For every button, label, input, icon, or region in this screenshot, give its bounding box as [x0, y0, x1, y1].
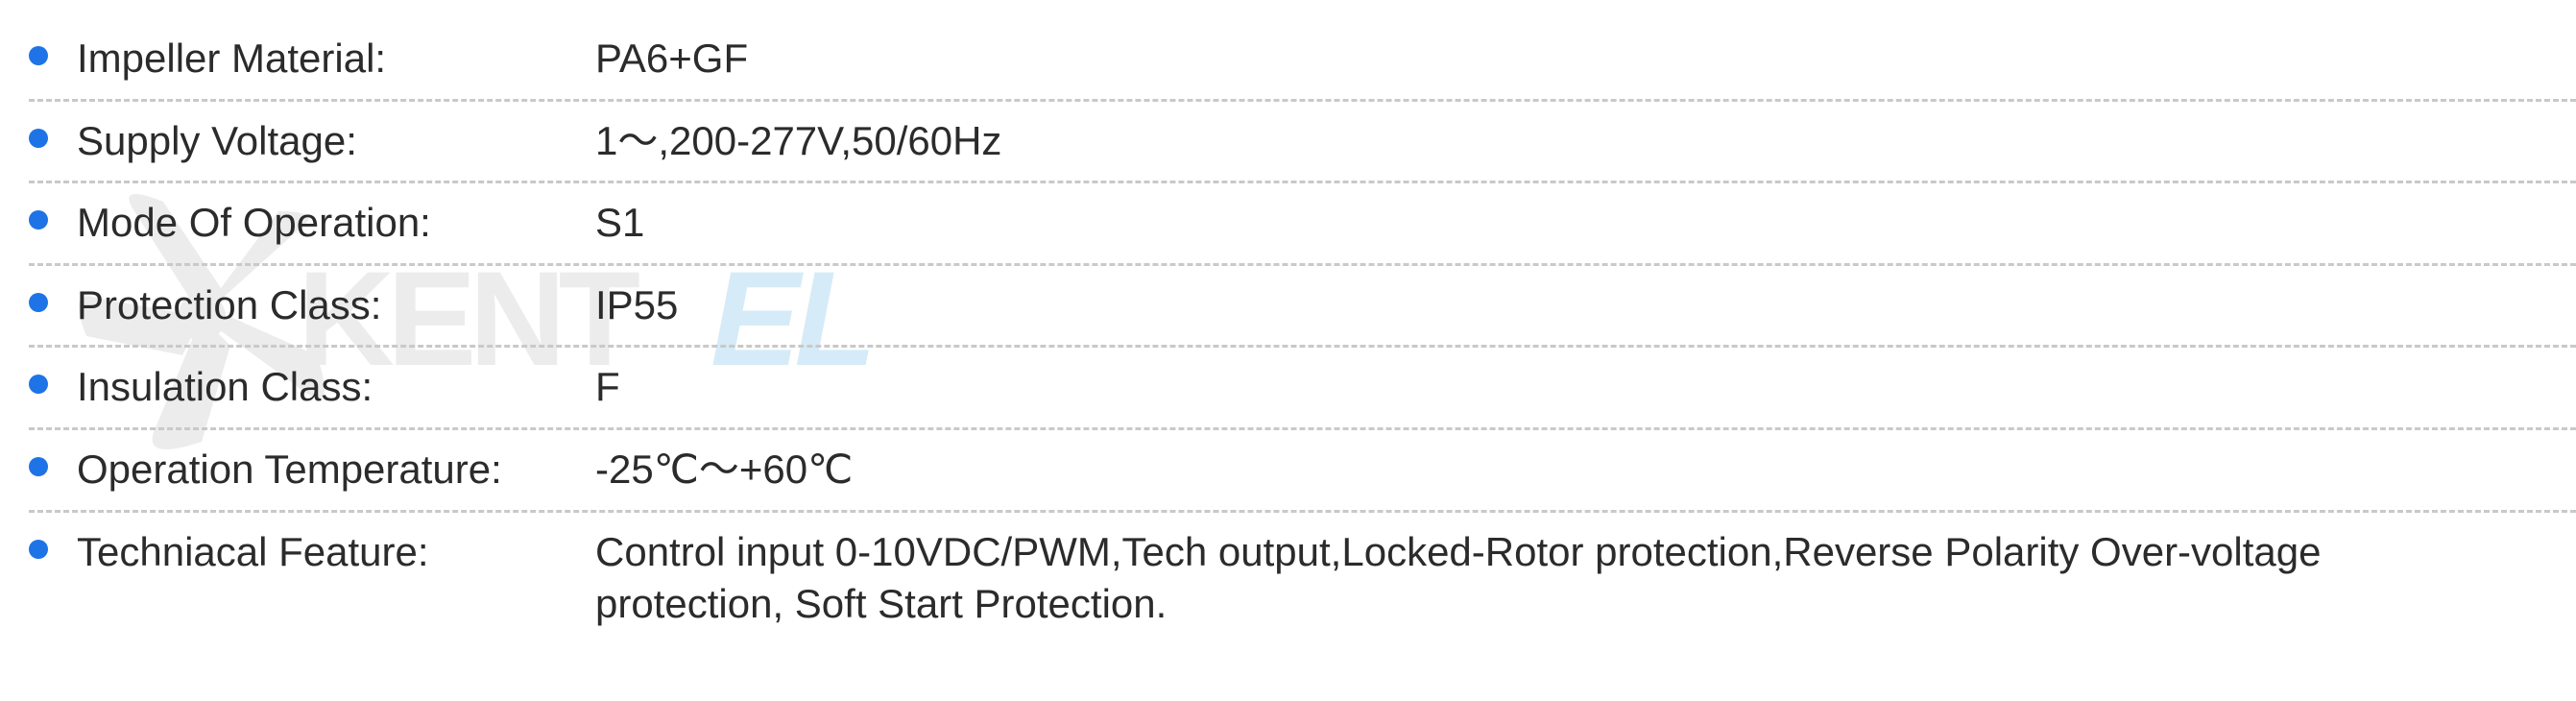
- bullet-icon: [29, 540, 48, 559]
- spec-value: S1: [595, 197, 644, 250]
- spec-list: Impeller Material: PA6+GF Supply Voltage…: [29, 19, 2576, 644]
- spec-value: F: [595, 361, 620, 414]
- bullet-icon: [29, 129, 48, 148]
- bullet-icon: [29, 457, 48, 476]
- spec-row: Supply Voltage: 1～,200-277V,50/60Hz: [29, 102, 2576, 184]
- spec-row: Protection Class: IP55: [29, 266, 2576, 349]
- spec-value: -25℃～+60℃: [595, 444, 853, 496]
- bullet-icon: [29, 293, 48, 312]
- spec-value: Control input 0-10VDC/PWM,Tech output,Lo…: [595, 526, 2477, 631]
- spec-value: PA6+GF: [595, 33, 748, 85]
- spec-row: Operation Temperature: -25℃～+60℃: [29, 430, 2576, 513]
- spec-label: Operation Temperature:: [77, 444, 595, 496]
- spec-label: Protection Class:: [77, 279, 595, 332]
- spec-row: Impeller Material: PA6+GF: [29, 19, 2576, 102]
- spec-row: Techniacal Feature: Control input 0-10VD…: [29, 513, 2576, 644]
- spec-label: Techniacal Feature:: [77, 526, 595, 579]
- bullet-icon: [29, 375, 48, 394]
- spec-value: IP55: [595, 279, 678, 332]
- spec-row: Insulation Class: F: [29, 348, 2576, 430]
- spec-row: Mode Of Operation: S1: [29, 183, 2576, 266]
- spec-label: Impeller Material:: [77, 33, 595, 85]
- spec-value: 1～,200-277V,50/60Hz: [595, 115, 1001, 168]
- spec-label: Mode Of Operation:: [77, 197, 595, 250]
- bullet-icon: [29, 46, 48, 65]
- spec-label: Supply Voltage:: [77, 115, 595, 168]
- spec-label: Insulation Class:: [77, 361, 595, 414]
- spec-container: KENT EL Impeller Material: PA6+GF Supply…: [0, 0, 2576, 664]
- bullet-icon: [29, 210, 48, 230]
